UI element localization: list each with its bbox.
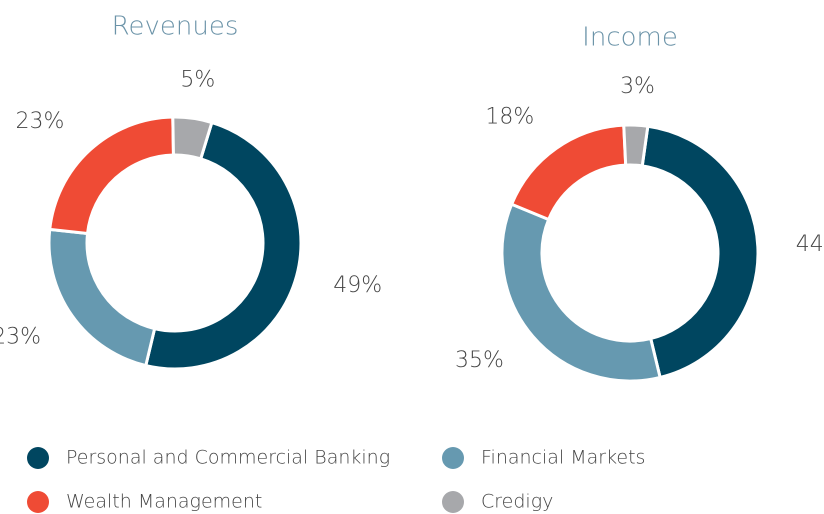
legend-swatch: [27, 447, 49, 469]
data-label: 5%: [180, 68, 215, 93]
legend-swatch: [442, 447, 464, 469]
data-label: 3%: [620, 74, 655, 99]
data-label: 23%: [0, 325, 41, 350]
data-label: 49%: [333, 273, 382, 298]
legend-label: Credigy: [481, 491, 553, 513]
donut-segment: [47, 227, 157, 368]
chart-title: Revenues: [112, 12, 239, 42]
donut-segment: [500, 202, 662, 383]
chart-title: Income: [582, 23, 678, 53]
donut-segment: [48, 115, 175, 236]
legend-swatch: [27, 491, 49, 513]
legend-label: Wealth Management: [66, 491, 262, 513]
data-label: 44%: [796, 232, 824, 257]
legend-swatch: [442, 491, 464, 513]
legend-label: Financial Markets: [481, 447, 645, 469]
donut-segment: [143, 120, 303, 371]
donut-segment: [640, 124, 760, 380]
legend-label: Personal and Commercial Banking: [66, 447, 390, 469]
data-label: 18%: [485, 104, 534, 129]
data-label: 35%: [455, 348, 504, 373]
donut-segment: [509, 123, 628, 222]
donut-segment: [171, 115, 214, 161]
data-label: 23%: [16, 109, 65, 134]
donut-segment: [622, 123, 650, 168]
